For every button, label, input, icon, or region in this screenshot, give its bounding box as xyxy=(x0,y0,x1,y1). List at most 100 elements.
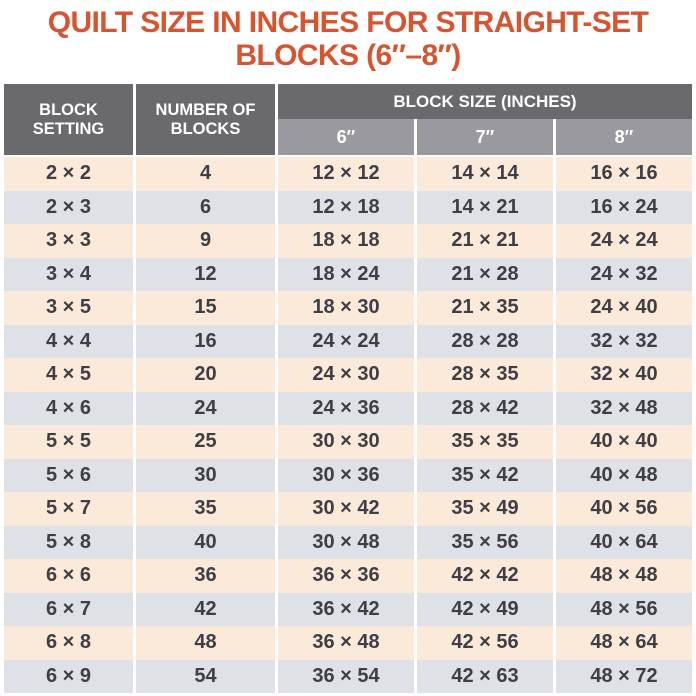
cell-size-6: 30 × 36 xyxy=(278,458,414,492)
cell-size-6: 12 × 12 xyxy=(278,157,414,191)
cell-size-7: 35 × 49 xyxy=(417,492,553,526)
cell-number-of-blocks: 30 xyxy=(136,458,275,492)
cell-size-7: 14 × 21 xyxy=(417,190,553,224)
cell-size-6: 12 × 18 xyxy=(278,190,414,224)
table-row: 5 × 5 25 30 × 30 35 × 35 40 × 40 xyxy=(4,425,692,459)
cell-size-7: 21 × 28 xyxy=(417,257,553,291)
cell-size-7: 42 × 49 xyxy=(417,592,553,626)
cell-block-setting: 5 × 7 xyxy=(4,492,133,526)
cell-number-of-blocks: 40 xyxy=(136,525,275,559)
cell-block-setting: 6 × 8 xyxy=(4,626,133,660)
cell-size-8: 32 × 32 xyxy=(556,324,692,358)
cell-size-7: 35 × 56 xyxy=(417,525,553,559)
quilt-size-table: BLOCK SETTING NUMBER OF BLOCKS BLOCK SIZ… xyxy=(4,84,692,693)
cell-size-8: 24 × 32 xyxy=(556,257,692,291)
cell-size-8: 48 × 56 xyxy=(556,592,692,626)
cell-block-setting: 5 × 5 xyxy=(4,425,133,459)
cell-number-of-blocks: 48 xyxy=(136,626,275,660)
cell-block-setting: 4 × 6 xyxy=(4,391,133,425)
cell-size-8: 40 × 64 xyxy=(556,525,692,559)
cell-block-setting: 4 × 5 xyxy=(4,358,133,392)
table-row: 6 × 8 48 36 × 48 42 × 56 48 × 64 xyxy=(4,626,692,660)
table-row: 3 × 5 15 18 × 30 21 × 35 24 × 40 xyxy=(4,291,692,325)
cell-size-6: 18 × 30 xyxy=(278,291,414,325)
cell-size-6: 36 × 42 xyxy=(278,592,414,626)
table-row: 4 × 6 24 24 × 36 28 × 42 32 × 48 xyxy=(4,391,692,425)
cell-size-6: 18 × 24 xyxy=(278,257,414,291)
table-row: 6 × 6 36 36 × 36 42 × 42 48 × 48 xyxy=(4,559,692,593)
cell-size-8: 32 × 48 xyxy=(556,391,692,425)
table-row: 2 × 3 6 12 × 18 14 × 21 16 × 24 xyxy=(4,190,692,224)
header-size-8: 8″ xyxy=(556,119,692,155)
cell-size-7: 28 × 42 xyxy=(417,391,553,425)
cell-number-of-blocks: 9 xyxy=(136,224,275,258)
cell-block-setting: 2 × 3 xyxy=(4,190,133,224)
cell-size-7: 35 × 35 xyxy=(417,425,553,459)
cell-size-6: 30 × 48 xyxy=(278,525,414,559)
cell-size-7: 21 × 21 xyxy=(417,224,553,258)
cell-number-of-blocks: 24 xyxy=(136,391,275,425)
header-number-of-blocks: NUMBER OF BLOCKS xyxy=(136,84,275,155)
title-line-1: QUILT SIZE IN INCHES FOR STRAIGHT-SET xyxy=(47,6,649,39)
cell-block-setting: 5 × 8 xyxy=(4,525,133,559)
table-row: 5 × 7 35 30 × 42 35 × 49 40 × 56 xyxy=(4,492,692,526)
cell-block-setting: 2 × 2 xyxy=(4,157,133,191)
table-body: 2 × 2 4 12 × 12 14 × 14 16 × 16 2 × 3 6 … xyxy=(4,157,692,693)
cell-size-8: 40 × 48 xyxy=(556,458,692,492)
cell-size-7: 42 × 42 xyxy=(417,559,553,593)
title-line-2: BLOCKS (6″–8″) xyxy=(235,39,461,72)
cell-number-of-blocks: 15 xyxy=(136,291,275,325)
cell-number-of-blocks: 36 xyxy=(136,559,275,593)
table-row: 6 × 7 42 36 × 42 42 × 49 48 × 56 xyxy=(4,592,692,626)
cell-size-6: 24 × 24 xyxy=(278,324,414,358)
cell-block-setting: 3 × 4 xyxy=(4,257,133,291)
table-row: 3 × 3 9 18 × 18 21 × 21 24 × 24 xyxy=(4,224,692,258)
cell-size-7: 28 × 28 xyxy=(417,324,553,358)
table-row: 5 × 8 40 30 × 48 35 × 56 40 × 64 xyxy=(4,525,692,559)
cell-size-6: 24 × 30 xyxy=(278,358,414,392)
cell-size-7: 42 × 63 xyxy=(417,659,553,693)
header-block-setting: BLOCK SETTING xyxy=(4,84,133,155)
cell-number-of-blocks: 25 xyxy=(136,425,275,459)
cell-size-8: 32 × 40 xyxy=(556,358,692,392)
cell-size-6: 36 × 48 xyxy=(278,626,414,660)
cell-number-of-blocks: 6 xyxy=(136,190,275,224)
cell-size-8: 16 × 16 xyxy=(556,157,692,191)
cell-size-8: 40 × 40 xyxy=(556,425,692,459)
cell-size-7: 42 × 56 xyxy=(417,626,553,660)
cell-number-of-blocks: 12 xyxy=(136,257,275,291)
cell-size-8: 48 × 72 xyxy=(556,659,692,693)
cell-block-setting: 6 × 9 xyxy=(4,659,133,693)
cell-size-6: 18 × 18 xyxy=(278,224,414,258)
cell-number-of-blocks: 16 xyxy=(136,324,275,358)
header-size-6: 6″ xyxy=(278,119,414,155)
header-size-7: 7″ xyxy=(417,119,553,155)
cell-number-of-blocks: 4 xyxy=(136,157,275,191)
cell-size-8: 40 × 56 xyxy=(556,492,692,526)
cell-size-8: 48 × 48 xyxy=(556,559,692,593)
cell-number-of-blocks: 20 xyxy=(136,358,275,392)
cell-size-6: 36 × 54 xyxy=(278,659,414,693)
cell-size-8: 16 × 24 xyxy=(556,190,692,224)
cell-size-7: 35 × 42 xyxy=(417,458,553,492)
cell-block-setting: 3 × 3 xyxy=(4,224,133,258)
table-row: 3 × 4 12 18 × 24 21 × 28 24 × 32 xyxy=(4,257,692,291)
cell-size-7: 14 × 14 xyxy=(417,157,553,191)
table-row: 2 × 2 4 12 × 12 14 × 14 16 × 16 xyxy=(4,157,692,191)
cell-size-8: 48 × 64 xyxy=(556,626,692,660)
table-row: 6 × 9 54 36 × 54 42 × 63 48 × 72 xyxy=(4,659,692,693)
cell-size-6: 30 × 30 xyxy=(278,425,414,459)
cell-block-setting: 6 × 6 xyxy=(4,559,133,593)
table-row: 5 × 6 30 30 × 36 35 × 42 40 × 48 xyxy=(4,458,692,492)
cell-number-of-blocks: 54 xyxy=(136,659,275,693)
cell-number-of-blocks: 42 xyxy=(136,592,275,626)
cell-size-6: 30 × 42 xyxy=(278,492,414,526)
table-header: BLOCK SETTING NUMBER OF BLOCKS BLOCK SIZ… xyxy=(4,84,692,155)
cell-number-of-blocks: 35 xyxy=(136,492,275,526)
cell-size-6: 36 × 36 xyxy=(278,559,414,593)
table-row: 4 × 5 20 24 × 30 28 × 35 32 × 40 xyxy=(4,358,692,392)
header-block-size-group: BLOCK SIZE (INCHES) xyxy=(278,84,692,119)
cell-block-setting: 3 × 5 xyxy=(4,291,133,325)
page-title: QUILT SIZE IN INCHES FOR STRAIGHT-SET BL… xyxy=(0,0,696,84)
